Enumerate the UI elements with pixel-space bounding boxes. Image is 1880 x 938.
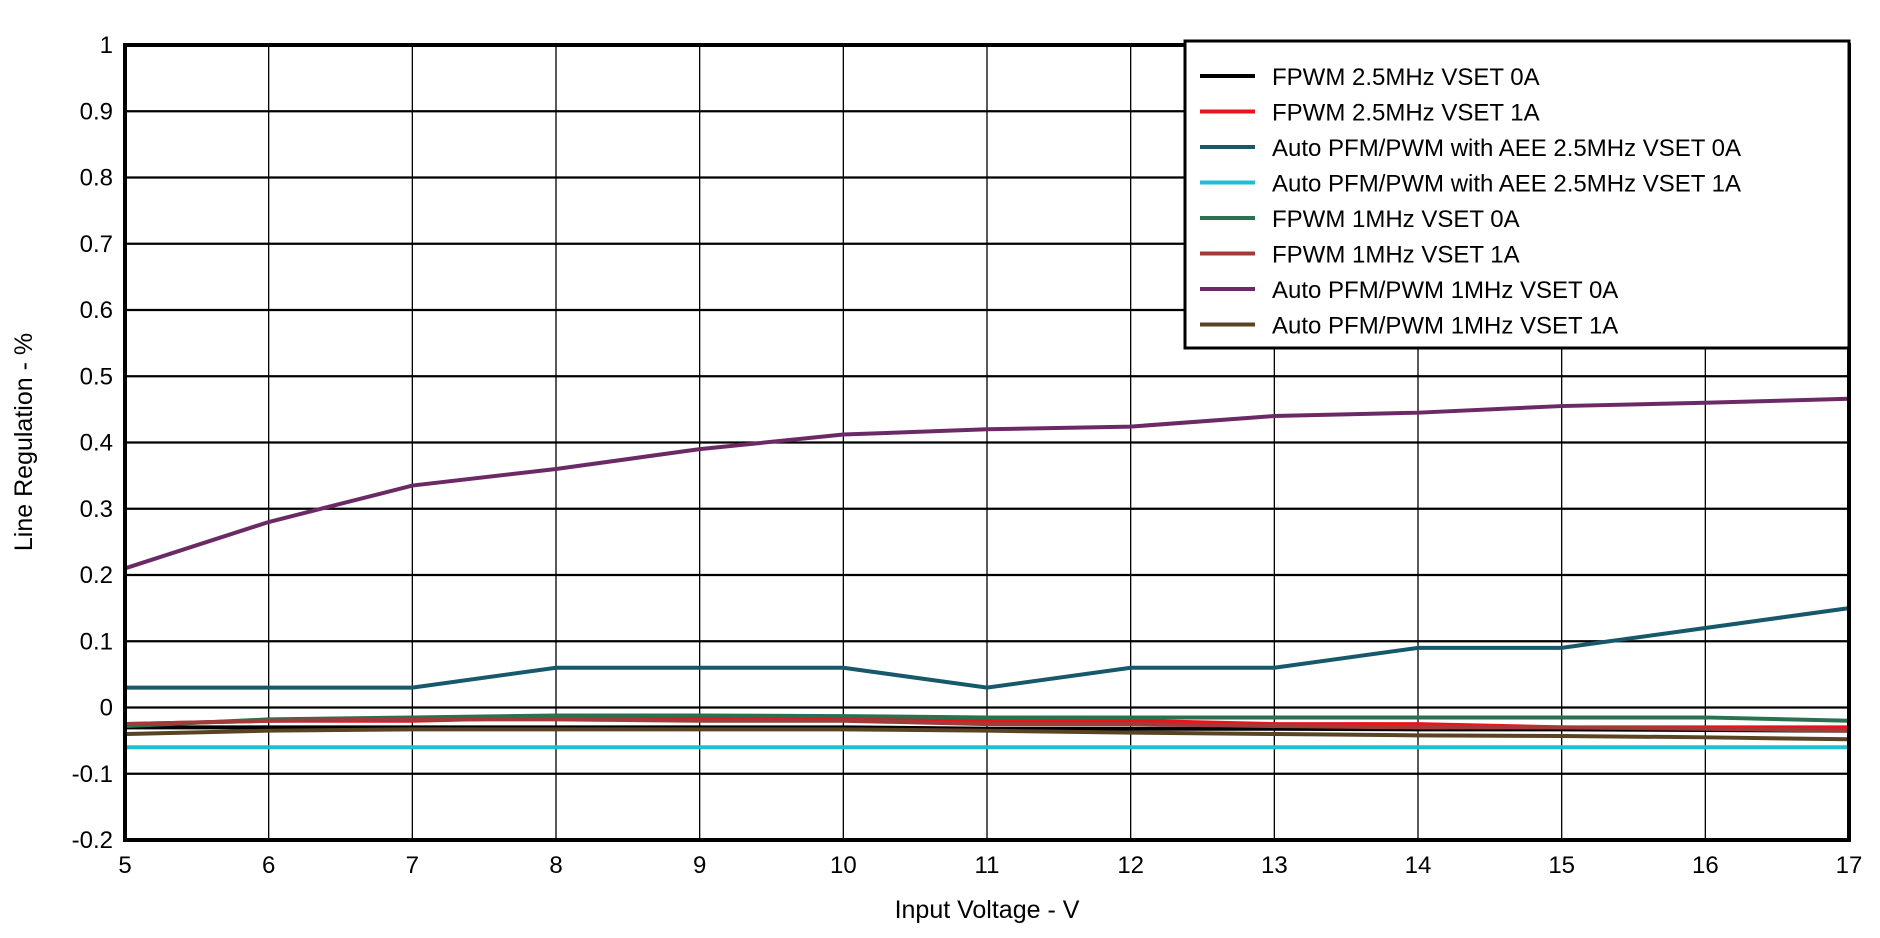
x-tick-label: 10: [830, 852, 857, 879]
y-tick-label: 0.8: [80, 165, 113, 192]
x-tick-label: 9: [693, 852, 706, 879]
y-tick-labels: -0.2 -0.1 0 0.1 0.2 0.3 0.4 0.5 0.6 0.7 0.8 0.9 1: [72, 32, 113, 854]
y-tick-label: 0.3: [80, 496, 113, 523]
x-tick-label: 6: [262, 852, 275, 879]
series-lines: [124, 396, 1850, 750]
x-tick-labels: 5 6 7 8 9 10 11 12 13 14 15 16 17: [118, 852, 1862, 879]
legend-box: [1183, 39, 1851, 350]
x-axis-label: Input Voltage - V: [895, 896, 1080, 924]
series-line-6: [124, 717, 1850, 733]
x-tick-label: 14: [1405, 852, 1432, 879]
y-tick-label: 1: [100, 32, 113, 59]
series-line-8: [124, 727, 1850, 742]
legend: FPWM 2.5MHz VSET 0A FPWM 2.5MHz VSET 1A Au…: [1183, 39, 1851, 350]
legend-label: Auto PFM/PWM 1MHz VSET 1A: [1272, 313, 1618, 340]
x-tick-label: 13: [1261, 852, 1288, 879]
y-tick-label: 0.1: [80, 628, 113, 655]
series-line-3: [125, 606, 1850, 690]
y-tick-label: 0.4: [80, 430, 113, 457]
series-line-7: [124, 396, 1850, 571]
plot-frame: [123, 43, 1851, 842]
x-tick-label: 12: [1117, 852, 1144, 879]
y-tick-label: 0: [100, 695, 113, 722]
legend-label: FPWM 1MHz VSET 0A: [1272, 206, 1520, 233]
y-tick-label: 0.5: [80, 363, 113, 390]
y-tick-label: 0.6: [80, 297, 113, 324]
legend-label: FPWM 2.5MHz VSET 1A: [1272, 100, 1540, 127]
y-tick-label: 0.9: [80, 98, 113, 125]
legend-label: FPWM 1MHz VSET 1A: [1272, 242, 1520, 269]
x-tick-label: 16: [1692, 852, 1719, 879]
y-tick-label: -0.2: [72, 827, 113, 854]
y-tick-label: 0.2: [80, 562, 113, 589]
legend-label: Auto PFM/PWM 1MHz VSET 0A: [1272, 277, 1618, 304]
legend-label: Auto PFM/PWM with AEE 2.5MHz VSET 0A: [1272, 135, 1741, 162]
y-tick-label: 0.7: [80, 231, 113, 258]
y-tick-label: -0.1: [72, 761, 113, 788]
legend-label: Auto PFM/PWM with AEE 2.5MHz VSET 1A: [1272, 171, 1741, 198]
y-axis-label: Line Regulation - %: [10, 333, 38, 551]
x-tick-label: 11: [975, 852, 1000, 879]
x-tick-label: 7: [406, 852, 419, 879]
x-tick-label: 17: [1836, 852, 1863, 879]
x-tick-label: 15: [1548, 852, 1575, 879]
x-tick-label: 8: [549, 852, 562, 879]
legend-label: FPWM 2.5MHz VSET 0A: [1272, 64, 1540, 91]
x-tick-label: 5: [118, 852, 131, 879]
